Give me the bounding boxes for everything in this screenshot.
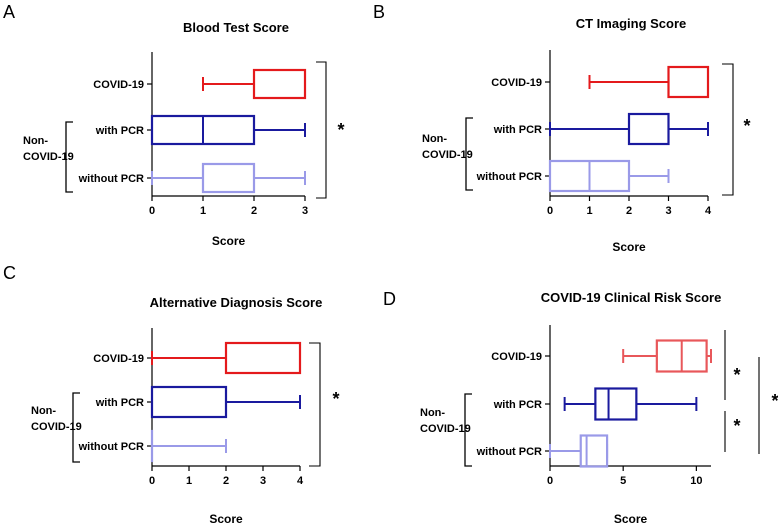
y-category-label: with PCR [493, 399, 542, 411]
box-with-pcr [563, 387, 698, 421]
significance-bracket [309, 342, 321, 467]
significance-marker: * [337, 120, 344, 140]
panel-c: C Alternative Diagnosis Score 0 1 2 3 4 Score CO… [3, 263, 340, 526]
box-without-pcr [549, 434, 609, 468]
group-bracket-non-covid: Non- COVID-19 [422, 117, 473, 191]
chart-title: Blood Test Score [183, 20, 289, 35]
x-tick-label: 2 [626, 205, 632, 217]
x-axis-label: Score [614, 512, 648, 526]
group-bracket-non-covid: Non- COVID-19 [23, 121, 74, 193]
significance-marker: * [771, 391, 778, 411]
group-label-line: COVID-19 [422, 149, 473, 161]
panel-letter-c: C [3, 263, 16, 283]
group-bracket-line [465, 117, 473, 191]
significance-marker: * [332, 389, 339, 409]
group-bracket-line [72, 392, 80, 463]
x-tick-label: 3 [302, 205, 308, 217]
x-axis-label: Score [212, 234, 246, 248]
chart-title: COVID-19 Clinical Risk Score [541, 290, 722, 305]
iqr-box [579, 434, 609, 468]
x-tick-label: 1 [200, 205, 206, 217]
significance-marker: * [733, 365, 740, 385]
y-category-label: COVID-19 [93, 353, 144, 365]
x-tick-label: 3 [260, 475, 266, 487]
group-label-line: Non- [31, 405, 56, 417]
chart-title: CT Imaging Score [576, 16, 687, 31]
x-tick-label: 10 [690, 475, 702, 487]
group-label-line: Non- [420, 407, 445, 419]
panel-letter-a: A [3, 2, 15, 22]
box-without-pcr [151, 162, 306, 194]
box-covid-19 [202, 68, 307, 100]
y-category-label: COVID-19 [93, 79, 144, 91]
iqr-box [627, 112, 670, 146]
y-category-label: with PCR [493, 124, 542, 136]
box-with-pcr [150, 385, 301, 419]
y-category-label: with PCR [95, 125, 144, 137]
box-without-pcr [548, 159, 670, 193]
y-category-label: without PCR [476, 446, 542, 458]
iqr-box [667, 65, 710, 99]
x-tick-label: 0 [149, 205, 155, 217]
x-tick-label: 1 [186, 475, 192, 487]
box-covid-19 [588, 65, 710, 99]
x-tick-label: 5 [620, 475, 626, 487]
panel-d: D COVID-19 Clinical Risk Score 0 5 10 Score CO… [383, 289, 778, 526]
iqr-box [201, 162, 256, 194]
x-tick-label: 4 [297, 475, 304, 487]
panel-b: B CT Imaging Score 0 1 2 3 4 Score COVID-19 with … [373, 2, 751, 254]
x-tick-label: 0 [547, 475, 553, 487]
y-category-label: COVID-19 [491, 351, 542, 363]
significance-marker: * [733, 416, 740, 436]
group-label-line: COVID-19 [420, 423, 471, 435]
group-bracket-line [464, 393, 472, 467]
group-bracket-non-covid: Non- COVID-19 [420, 393, 472, 467]
significance-bracket [316, 61, 327, 199]
group-label-line: COVID-19 [23, 151, 74, 163]
group-bracket-line [65, 121, 73, 193]
y-category-label: without PCR [476, 171, 542, 183]
panel-letter-b: B [373, 2, 385, 22]
significance-marker: * [743, 116, 750, 136]
y-category-label: COVID-19 [491, 77, 542, 89]
x-axis-label: Score [209, 512, 243, 526]
y-category-label: without PCR [78, 441, 144, 453]
chart-title: Alternative Diagnosis Score [150, 295, 323, 310]
x-axis-label: Score [612, 240, 646, 254]
significance-bracket [722, 63, 734, 196]
panel-letter-d: D [383, 289, 396, 309]
y-category-label: with PCR [95, 397, 144, 409]
y-category-label: without PCR [78, 173, 144, 185]
box-covid-19 [622, 339, 712, 373]
box-with-pcr [150, 114, 306, 146]
group-label-line: COVID-19 [31, 421, 82, 433]
iqr-box [150, 385, 228, 419]
iqr-box [252, 68, 307, 100]
x-tick-label: 4 [705, 205, 712, 217]
x-tick-label: 0 [547, 205, 553, 217]
box-covid-19 [151, 341, 302, 375]
box-with-pcr [549, 112, 709, 146]
iqr-box [224, 341, 302, 375]
group-label-line: Non- [23, 135, 48, 147]
x-tick-label: 2 [251, 205, 257, 217]
x-tick-label: 1 [586, 205, 592, 217]
box-without-pcr [150, 429, 227, 463]
x-tick-label: 3 [665, 205, 671, 217]
x-tick-label: 0 [149, 475, 155, 487]
group-bracket-non-covid: Non- COVID-19 [31, 392, 82, 463]
iqr-box [594, 387, 638, 421]
panel-a: A Blood Test Score 0 1 2 3 Score COVID-19 with P… [3, 2, 345, 248]
group-label-line: Non- [422, 133, 447, 145]
x-tick-label: 2 [223, 475, 229, 487]
